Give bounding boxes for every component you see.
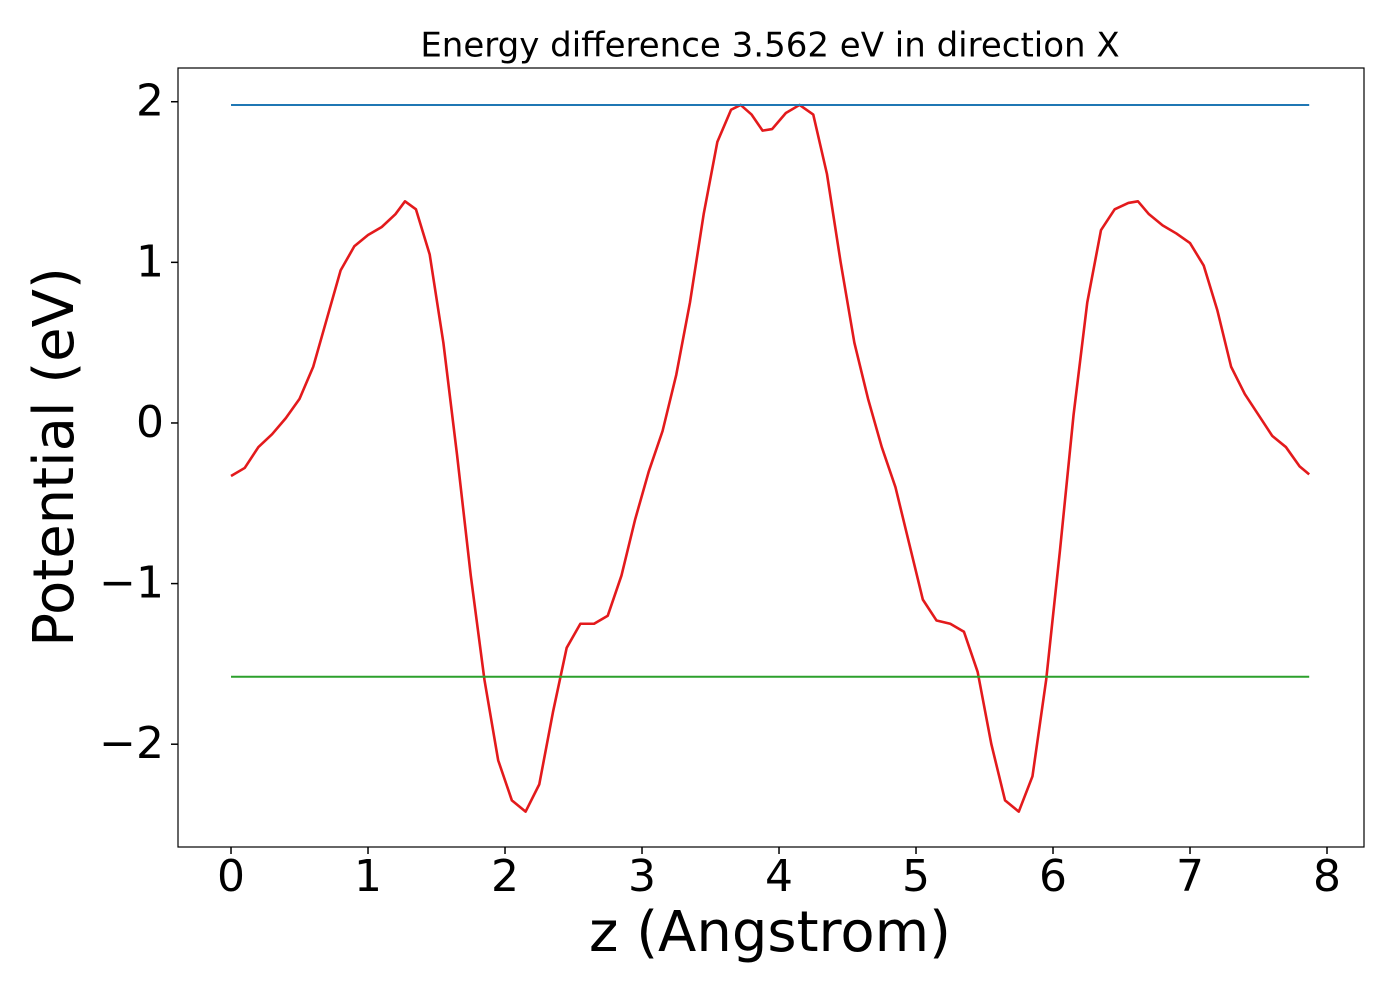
y-tick-label: −1 — [99, 558, 164, 609]
x-tick-label: 1 — [354, 851, 382, 902]
x-tick-label: 7 — [1176, 851, 1204, 902]
x-tick-label: 0 — [217, 851, 245, 902]
plot-frame — [177, 67, 1365, 848]
chart-title: Energy difference 3.562 eV in direction … — [420, 26, 1119, 66]
y-tick-label: 0 — [136, 397, 164, 448]
line-series — [230, 103, 1311, 813]
y-tick-label: 1 — [136, 236, 164, 287]
y-axis-label: Potential (eV) — [22, 267, 87, 647]
x-tick-label: 4 — [765, 851, 793, 902]
x-tick-label: 2 — [491, 851, 519, 902]
x-tick-label: 6 — [1039, 851, 1067, 902]
x-tick-label: 8 — [1313, 851, 1341, 902]
x-axis-label: z (Angstrom) — [589, 900, 951, 965]
x-tick-label: 5 — [902, 851, 930, 902]
y-tick-label: 2 — [136, 76, 164, 127]
x-tick-label: 3 — [628, 851, 656, 902]
y-tick-label: −2 — [99, 718, 164, 769]
